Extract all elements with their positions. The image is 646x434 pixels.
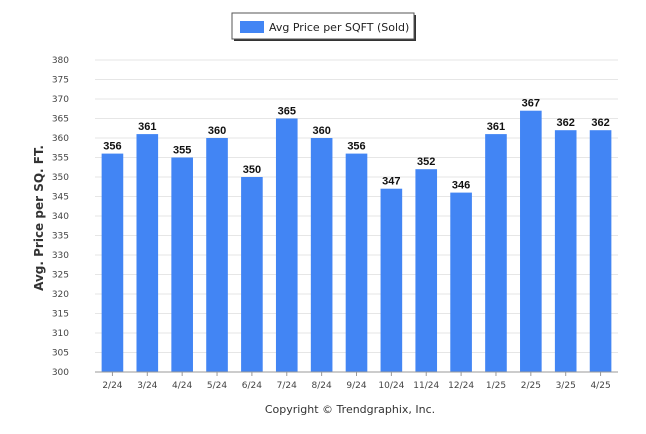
y-tick-label: 370 xyxy=(52,95,69,105)
bar[interactable] xyxy=(206,138,228,372)
y-tick-label: 340 xyxy=(52,212,69,222)
x-tick-label: 3/24 xyxy=(137,381,157,391)
x-tick-label: 4/24 xyxy=(172,381,192,391)
bars xyxy=(101,110,612,373)
bar[interactable] xyxy=(450,192,472,372)
x-tick-label: 11/24 xyxy=(413,381,439,391)
bar[interactable] xyxy=(241,177,263,372)
y-tick-label: 325 xyxy=(52,271,69,281)
y-tick-label: 315 xyxy=(52,310,69,320)
bar[interactable] xyxy=(171,157,193,373)
data-label: 361 xyxy=(138,121,156,133)
y-tick-label: 360 xyxy=(52,134,69,144)
bar[interactable] xyxy=(415,169,438,372)
x-axis-ticks: 2/24 3/24 4/24 5/24 6/24 7/24 8/24 9/24 10/24 11/… xyxy=(102,372,611,391)
bar[interactable] xyxy=(485,134,507,372)
data-label: 360 xyxy=(208,125,226,137)
x-tick-label: 6/24 xyxy=(242,381,262,391)
y-tick-label: 380 xyxy=(52,56,69,66)
x-tick-label: 2/24 xyxy=(102,381,122,391)
y-tick-label: 330 xyxy=(52,251,69,261)
bar[interactable] xyxy=(520,110,542,372)
x-tick-label: 12/24 xyxy=(448,381,474,391)
data-label: 355 xyxy=(173,145,191,157)
data-label: 365 xyxy=(278,106,296,118)
data-label: 346 xyxy=(452,180,470,192)
bar[interactable] xyxy=(310,138,333,372)
y-axis-ticks: 300 305 310 315 320 325 330 335 340 345 350 355 360 3… xyxy=(52,56,69,378)
bar[interactable] xyxy=(380,188,403,372)
y-axis-label: Avg. Price per SQ. FT. xyxy=(32,145,46,291)
x-tick-label: 10/24 xyxy=(378,381,404,391)
y-tick-label: 375 xyxy=(52,76,69,86)
x-tick-label: 5/24 xyxy=(207,381,227,391)
y-tick-label: 365 xyxy=(52,115,69,125)
data-label: 350 xyxy=(243,164,261,176)
x-tick-label: 9/24 xyxy=(346,381,366,391)
x-tick-label: 4/25 xyxy=(590,381,610,391)
x-tick-label: 7/24 xyxy=(277,381,297,391)
bar[interactable] xyxy=(101,153,124,372)
y-tick-label: 320 xyxy=(52,290,69,300)
x-tick-label: 8/24 xyxy=(312,381,332,391)
legend[interactable]: Avg Price per SQFT (Sold) xyxy=(231,12,416,41)
data-label: 356 xyxy=(103,141,121,153)
y-tick-label: 350 xyxy=(52,173,69,183)
x-tick-label: 1/25 xyxy=(486,381,506,391)
data-label: 352 xyxy=(417,156,435,168)
data-label: 367 xyxy=(522,98,540,110)
x-tick-label: 2/25 xyxy=(521,381,541,391)
data-labels: 356 361 355 360 350 365 360 356 347 352 346 361 367 3… xyxy=(103,98,609,192)
bar[interactable] xyxy=(345,153,368,372)
bar[interactable] xyxy=(589,130,612,372)
data-label: 362 xyxy=(557,117,575,129)
data-label: 347 xyxy=(382,176,400,188)
bar[interactable] xyxy=(275,118,298,373)
copyright-text: Copyright © Trendgraphix, Inc. xyxy=(265,403,435,416)
bar[interactable] xyxy=(554,130,577,372)
bar[interactable] xyxy=(136,134,159,372)
y-tick-label: 345 xyxy=(52,193,69,203)
data-label: 362 xyxy=(591,117,609,129)
data-label: 360 xyxy=(312,125,330,137)
legend-entry: Avg Price per SQFT (Sold) xyxy=(269,21,409,34)
y-tick-label: 310 xyxy=(52,329,69,339)
y-tick-label: 335 xyxy=(52,232,69,242)
y-tick-label: 355 xyxy=(52,154,69,164)
y-tick-label: 300 xyxy=(52,368,69,378)
data-label: 361 xyxy=(487,121,505,133)
x-tick-label: 3/25 xyxy=(556,381,576,391)
legend-swatch xyxy=(240,21,264,33)
data-label: 356 xyxy=(347,141,365,153)
y-tick-label: 305 xyxy=(52,349,69,359)
